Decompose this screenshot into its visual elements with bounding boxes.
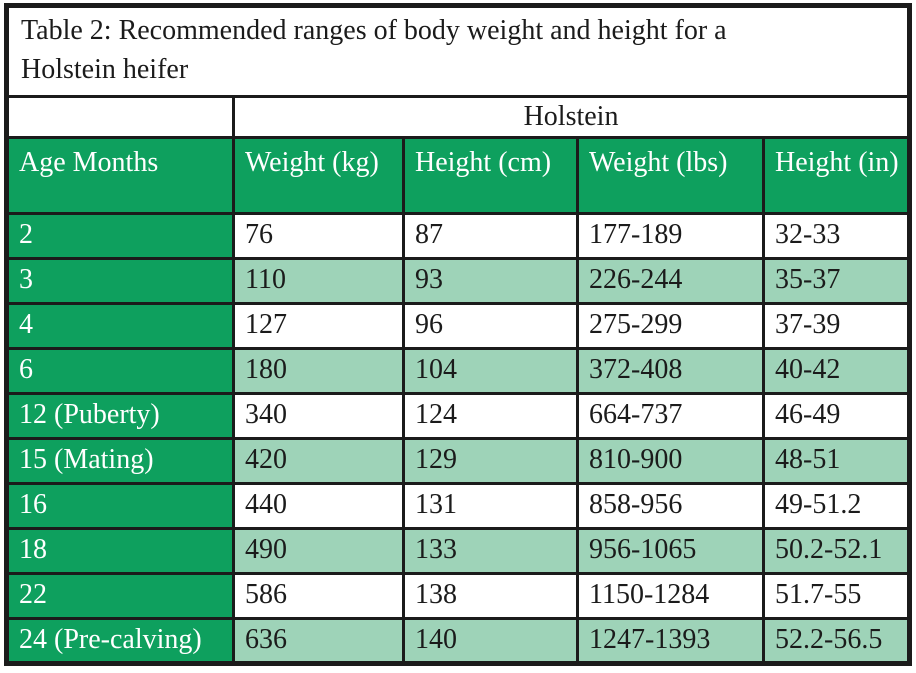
value-cell: 420: [232, 437, 405, 486]
age-cell: 16: [5, 482, 235, 531]
column-header-height-in: Height (in): [761, 136, 912, 216]
value-cell: 93: [402, 257, 579, 306]
value-cell: 133: [402, 527, 579, 576]
age-cell: 12 (Puberty): [5, 392, 235, 441]
value-cell: 96: [402, 302, 579, 351]
value-cell: 124: [402, 392, 579, 441]
value-cell: 32-33: [761, 212, 912, 261]
age-cell: 3: [5, 257, 235, 306]
value-cell: 177-189: [576, 212, 765, 261]
value-cell: 226-244: [576, 257, 765, 306]
age-cell: 22: [5, 572, 235, 621]
table-body: 2 76 87 177-189 32-33 3 110 93 226-244 35-37 4 127 9…: [5, 212, 912, 666]
column-header-height-cm: Height (cm): [402, 136, 579, 216]
value-cell: 131: [402, 482, 579, 531]
group-header-row: Holstein: [5, 95, 912, 140]
value-cell: 50.2-52.1: [761, 527, 912, 576]
value-cell: 140: [402, 617, 579, 666]
table-row: 6 180 104 372-408 40-42: [5, 347, 912, 396]
table-row: 18 490 133 956-1065 50.2-52.1: [5, 527, 912, 576]
value-cell: 48-51: [761, 437, 912, 486]
value-cell: 46-49: [761, 392, 912, 441]
group-header-holstein: Holstein: [231, 95, 912, 140]
value-cell: 127: [232, 302, 405, 351]
value-cell: 664-737: [576, 392, 765, 441]
table-title: Table 2: Recommended ranges of body weig…: [21, 15, 727, 85]
value-cell: 1150-1284: [576, 572, 765, 621]
age-cell: 6: [5, 347, 235, 396]
value-cell: 180: [232, 347, 405, 396]
value-cell: 858-956: [576, 482, 765, 531]
value-cell: 275-299: [576, 302, 765, 351]
value-cell: 52.2-56.5: [761, 617, 912, 666]
value-cell: 104: [402, 347, 579, 396]
value-cell: 37-39: [761, 302, 912, 351]
value-cell: 76: [232, 212, 405, 261]
table-title-cell: Table 2: Recommended ranges of body weig…: [4, 3, 912, 99]
value-cell: 87: [402, 212, 579, 261]
value-cell: 110: [232, 257, 405, 306]
table-row: 24 (Pre-calving) 636 140 1247-1393 52.2-56.5: [5, 617, 912, 666]
table-row: 15 (Mating) 420 129 810-900 48-51: [5, 437, 912, 486]
table-row: 2 76 87 177-189 32-33: [5, 212, 912, 261]
value-cell: 138: [402, 572, 579, 621]
table-row: 22 586 138 1150-1284 51.7-55: [5, 572, 912, 621]
title-row: Table 2: Recommended ranges of body weig…: [4, 3, 912, 99]
table-row: 4 127 96 275-299 37-39: [5, 302, 912, 351]
value-cell: 956-1065: [576, 527, 765, 576]
value-cell: 129: [402, 437, 579, 486]
value-cell: 1247-1393: [576, 617, 765, 666]
table-row: 12 (Puberty) 340 124 664-737 46-49: [5, 392, 912, 441]
value-cell: 440: [232, 482, 405, 531]
table-row: 16 440 131 858-956 49-51.2: [5, 482, 912, 531]
heifer-weight-height-table: Table 2: Recommended ranges of body weig…: [4, 3, 913, 667]
value-cell: 51.7-55: [761, 572, 912, 621]
value-cell: 490: [232, 527, 405, 576]
value-cell: 586: [232, 572, 405, 621]
column-header-weight-lbs: Weight (lbs): [576, 136, 765, 216]
age-cell: 2: [5, 212, 235, 261]
value-cell: 49-51.2: [761, 482, 912, 531]
corner-cell: [5, 95, 235, 140]
value-cell: 40-42: [761, 347, 912, 396]
age-cell: 18: [5, 527, 235, 576]
table-row: 3 110 93 226-244 35-37: [5, 257, 912, 306]
value-cell: 810-900: [576, 437, 765, 486]
column-header-age-months: Age Months: [5, 136, 235, 216]
age-cell: 24 (Pre-calving): [5, 617, 235, 666]
value-cell: 636: [232, 617, 405, 666]
age-cell: 15 (Mating): [5, 437, 235, 486]
value-cell: 35-37: [761, 257, 912, 306]
column-header-row: Age Months Weight (kg) Height (cm) Weigh…: [5, 136, 912, 216]
value-cell: 340: [232, 392, 405, 441]
column-header-weight-kg: Weight (kg): [232, 136, 405, 216]
value-cell: 372-408: [576, 347, 765, 396]
age-cell: 4: [5, 302, 235, 351]
